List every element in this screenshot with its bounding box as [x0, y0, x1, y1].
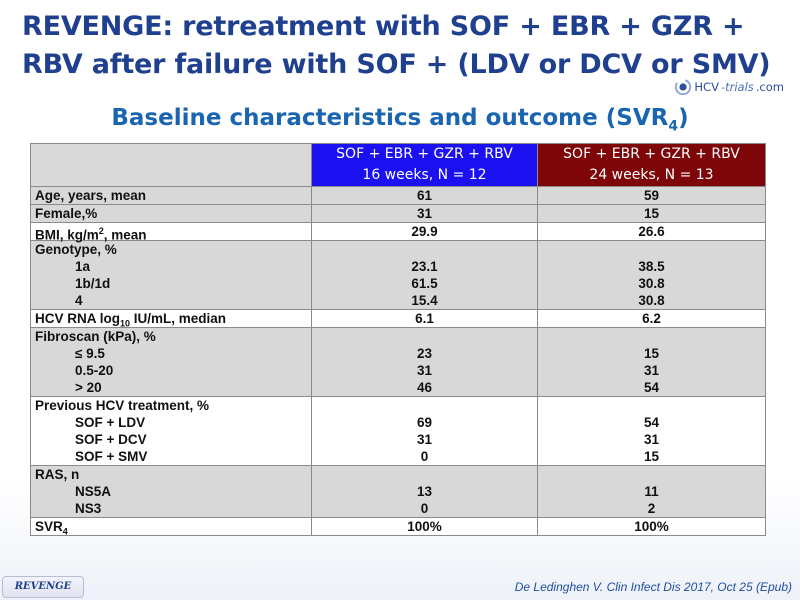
- value-24w: 15: [643, 346, 660, 361]
- citation: De Ledinghen V. Clin Infect Dis 2017, Oc…: [514, 580, 792, 594]
- value-16w: 61.5: [411, 276, 438, 291]
- sub-label: SOF + SMV: [75, 449, 148, 464]
- value-16w: 23: [416, 346, 433, 361]
- value-24w: 38.5: [638, 259, 665, 274]
- row-label: Female,%: [35, 206, 98, 221]
- site-logo: HCV -trials .com: [674, 76, 784, 98]
- value-24w: 31: [643, 363, 660, 378]
- logo-text-hcv: HCV: [694, 80, 719, 94]
- table-row-hcv-rna: HCV RNA log10 IU/mL, median 6.1 6.2: [30, 309, 766, 329]
- hcv-label-pre: HCV RNA log: [35, 311, 120, 326]
- header-16-weeks-line2: 16 weeks, N = 12: [362, 167, 487, 183]
- row-label: SVR4: [35, 518, 307, 537]
- row-label: Age, years, mean: [35, 188, 147, 203]
- value-16w: 31: [416, 206, 433, 221]
- logo-text-com: .com: [755, 80, 784, 94]
- value-16w: 15.4: [411, 293, 438, 308]
- table-row-bmi: BMI, kg/m2, mean 29.9 26.6: [30, 222, 766, 243]
- value-16w: 29.9: [411, 224, 438, 239]
- sub-label: 1a: [75, 259, 91, 274]
- value-24w: 100%: [634, 519, 669, 534]
- row-label: Fibroscan (kPa), %: [35, 329, 156, 344]
- value-16w: 0: [420, 449, 429, 464]
- value-24w: 15: [643, 449, 660, 464]
- value-16w: 31: [416, 432, 433, 447]
- table-row-female: Female,% 31 15: [30, 204, 766, 223]
- value-16w: 13: [416, 484, 433, 499]
- value-16w: 61: [416, 188, 433, 203]
- value-24w: 59: [643, 188, 660, 203]
- sub-label: 1b/1d: [75, 276, 111, 291]
- header-24-weeks-line2: 24 weeks, N = 13: [589, 167, 714, 183]
- value-24w: 54: [643, 380, 660, 395]
- logo-swirl-icon: [675, 78, 692, 96]
- table-row-genotype: Genotype, % 1a 1b/1d 4 23.1 61.5 15.4 38…: [30, 240, 766, 310]
- value-24w: 15: [643, 206, 660, 221]
- value-24w: 26.6: [638, 224, 665, 239]
- value-24w: 31: [643, 432, 660, 447]
- slide-title: REVENGE: retreatment with SOF + EBR + GZ…: [22, 8, 782, 84]
- bmi-label-post: , mean: [103, 227, 147, 243]
- row-label: RAS, n: [35, 467, 80, 482]
- hcv-label-post: IU/mL, median: [130, 311, 227, 326]
- table-row-fibroscan: Fibroscan (kPa), % ≤ 9.5 0.5-20 > 20 23 …: [30, 327, 766, 397]
- study-tag: REVENGE: [2, 576, 84, 598]
- slide-subtitle: Baseline characteristics and outcome (SV…: [0, 105, 800, 135]
- table-row-previous-treatment: Previous HCV treatment, % SOF + LDV SOF …: [30, 396, 766, 466]
- value-24w: 2: [647, 501, 656, 516]
- table-row-age: Age, years, mean 61 59: [30, 186, 766, 205]
- sub-label: ≤ 9.5: [75, 346, 105, 361]
- baseline-table: SOF + EBR + GZR + RBV 16 weeks, N = 12 S…: [30, 143, 766, 537]
- sub-label: > 20: [75, 380, 102, 395]
- subtitle-close: ): [678, 105, 689, 131]
- row-label: BMI, kg/m2, mean: [35, 223, 307, 243]
- sub-label: SOF + LDV: [75, 415, 146, 430]
- value-16w: 6.1: [415, 311, 434, 326]
- header-empty-cell: [30, 143, 312, 187]
- value-24w: 30.8: [638, 276, 665, 291]
- sub-label: SOF + DCV: [75, 432, 147, 447]
- sub-label: 4: [75, 293, 83, 308]
- sub-label: NS5A: [75, 484, 112, 499]
- value-16w: 100%: [407, 519, 442, 534]
- table-header-row: SOF + EBR + GZR + RBV 16 weeks, N = 12 S…: [30, 143, 766, 187]
- value-24w: 11: [644, 484, 659, 499]
- subtitle-subscript: 4: [668, 118, 679, 135]
- title-line-2: RBV after failure with SOF + (LDV or DCV…: [22, 49, 771, 80]
- title-line-1: REVENGE: retreatment with SOF + EBR + GZ…: [22, 11, 745, 42]
- row-label: Genotype, %: [35, 242, 117, 257]
- row-label: Previous HCV treatment, %: [35, 398, 210, 413]
- value-16w: 69: [416, 415, 433, 430]
- value-16w: 46: [416, 380, 433, 395]
- value-24w: 6.2: [642, 311, 661, 326]
- header-24-weeks-line1: SOF + EBR + GZR + RBV: [563, 146, 740, 162]
- header-16-weeks-line1: SOF + EBR + GZR + RBV: [336, 146, 513, 162]
- bmi-label-pre: BMI, kg/m: [35, 227, 99, 243]
- svr-label-sub: 4: [62, 526, 68, 537]
- row-label: HCV RNA log10 IU/mL, median: [35, 310, 307, 329]
- subtitle-main: Baseline characteristics and outcome (SV…: [111, 105, 669, 131]
- value-24w: 30.8: [638, 293, 665, 308]
- value-16w: 0: [420, 501, 429, 516]
- table-row-svr: SVR4 100% 100%: [30, 517, 766, 537]
- svr-label: SVR: [35, 519, 63, 534]
- value-16w: 31: [416, 363, 433, 378]
- logo-text-trials: -trials: [720, 80, 754, 94]
- sub-label: NS3: [75, 501, 102, 516]
- hcv-label-sub: 10: [120, 318, 131, 329]
- bmi-label-sup: 2: [98, 226, 104, 236]
- header-24-weeks: SOF + EBR + GZR + RBV 24 weeks, N = 13: [537, 143, 766, 187]
- table-row-ras: RAS, n NS5A NS3 13 0 11 2: [30, 465, 766, 518]
- header-16-weeks: SOF + EBR + GZR + RBV 16 weeks, N = 12: [311, 143, 538, 187]
- sub-label: 0.5-20: [75, 363, 114, 378]
- value-16w: 23.1: [411, 259, 438, 274]
- value-24w: 54: [643, 415, 660, 430]
